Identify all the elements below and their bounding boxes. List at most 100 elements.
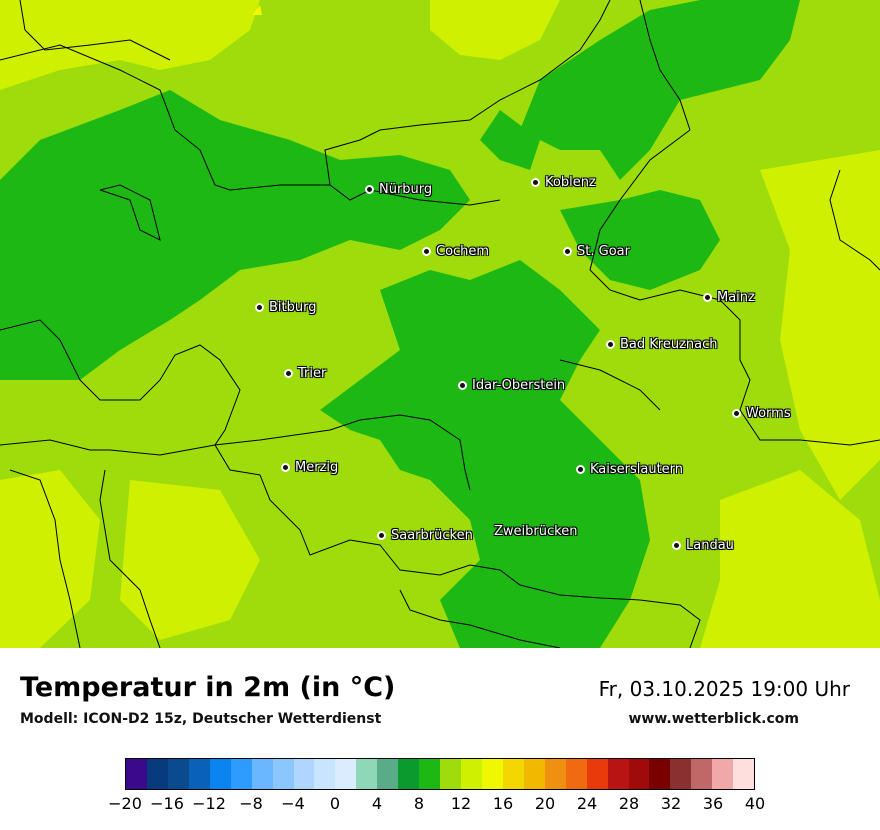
legend-swatch [335, 759, 357, 789]
city-saarbruecken: Saarbrücken [377, 528, 473, 543]
map-canvas [0, 0, 880, 648]
city-st-goar: St. Goar [563, 244, 630, 259]
city-label: Koblenz [545, 175, 596, 190]
website-link: www.wetterblick.com [628, 711, 800, 727]
city-label: Saarbrücken [391, 528, 473, 543]
legend-swatch [565, 759, 587, 789]
legend-swatch [167, 759, 189, 789]
yellow-green-zone [760, 150, 880, 500]
city-label: St. Goar [577, 244, 630, 259]
legend-tick-label: 32 [660, 794, 682, 813]
city-dot [732, 409, 741, 418]
yellow-green-zone [0, 470, 100, 648]
city-bitburg: Bitburg [255, 300, 317, 315]
city-zweibruecken: Zweibrücken [489, 524, 577, 539]
city-label: Worms [746, 406, 791, 421]
legend-tick-label: −8 [239, 794, 263, 813]
legend-swatch [607, 759, 629, 789]
legend-swatch [314, 759, 336, 789]
city-dot [606, 340, 615, 349]
city-dot [377, 531, 386, 540]
city-dot [458, 381, 467, 390]
legend-tick-label: 12 [450, 794, 472, 813]
legend-swatch [586, 759, 608, 789]
city-dot [576, 465, 585, 474]
marker-triangle [252, 5, 262, 15]
dark-green-zone [560, 190, 720, 290]
legend-tick-label: 0 [329, 794, 341, 813]
city-dot [422, 247, 431, 256]
legend-tick-label: 4 [371, 794, 383, 813]
city-bad-kreuznach: Bad Kreuznach [606, 337, 718, 352]
city-dot [281, 463, 290, 472]
legend-swatch [649, 759, 671, 789]
city-trier: Trier [284, 366, 326, 381]
legend-tick-label: 16 [492, 794, 514, 813]
legend-swatch [691, 759, 713, 789]
city-worms: Worms [732, 406, 791, 421]
legend-swatch [251, 759, 273, 789]
color-scale-ticks: −20 −16 −12 −8 −4 0 4 8 12 16 20 24 28 32 36 40 [108, 794, 765, 818]
city-label: Bitburg [269, 300, 317, 315]
legend-swatch [502, 759, 524, 789]
city-dot [672, 541, 681, 550]
city-dot [531, 178, 540, 187]
dark-green-zone [320, 260, 650, 648]
legend-swatch [126, 759, 147, 789]
city-dot [703, 293, 712, 302]
legend-swatch [356, 759, 378, 789]
city-label: Kaiserslautern [590, 462, 684, 477]
dark-green-zone [480, 110, 540, 170]
city-dot [563, 247, 572, 256]
city-label: Merzig [295, 460, 339, 475]
legend-swatch [440, 759, 461, 789]
city-dot [284, 369, 293, 378]
city-label: Mainz [717, 290, 755, 305]
city-koblenz: Koblenz [531, 175, 596, 190]
city-label: Landau [686, 538, 734, 553]
city-label: Bad Kreuznach [620, 337, 718, 352]
legend-tick-label: 24 [576, 794, 598, 813]
legend-swatch [146, 759, 168, 789]
yellow-green-zone [0, 0, 260, 90]
legend-swatch [293, 759, 315, 789]
model-info: Modell: ICON-D2 15z, Deutscher Wetterdie… [20, 711, 382, 727]
city-label: Cochem [436, 244, 490, 259]
city-label: Idar-Oberstein [472, 378, 566, 393]
city-mainz: Mainz [703, 290, 755, 305]
legend-tick-label: −4 [281, 794, 305, 813]
city-idar-oberstein: Idar-Oberstein [458, 378, 565, 393]
yellow-green-zone [120, 480, 260, 640]
legend-swatch [272, 759, 294, 789]
legend-tick-label: −12 [192, 794, 226, 813]
city-landau: Landau [672, 538, 734, 553]
boundary-lines [0, 0, 880, 648]
legend-swatch [419, 759, 441, 789]
city-merzig: Merzig [281, 460, 338, 475]
yellow-green-zone [430, 0, 560, 60]
map-title: Temperatur in 2m (in °C) [20, 672, 396, 703]
legend-tick-label: 28 [618, 794, 640, 813]
dark-green-zone [0, 90, 470, 380]
legend-tick-label: −20 [108, 794, 142, 813]
legend-swatch [544, 759, 566, 789]
legend-tick-label: 20 [534, 794, 556, 813]
color-scale-bar [125, 758, 755, 790]
legend-swatch [628, 759, 650, 789]
legend-tick-label: 36 [702, 794, 724, 813]
city-dot [365, 185, 374, 194]
legend-swatch [670, 759, 692, 789]
forecast-datetime: Fr, 03.10.2025 19:00 Uhr [598, 677, 850, 701]
legend-tick-label: 8 [413, 794, 425, 813]
legend-swatch [398, 759, 420, 789]
city-label: Trier [298, 366, 327, 381]
legend-swatch [230, 759, 252, 789]
city-nuerburg: Nürburg [365, 182, 432, 197]
legend-swatch [481, 759, 503, 789]
legend-tick-label: −16 [150, 794, 184, 813]
legend-swatch [523, 759, 545, 789]
legend-swatch [461, 759, 482, 789]
city-label: Nürburg [379, 182, 433, 197]
legend-swatch [712, 759, 734, 789]
temperature-map: Nürburg Koblenz Cochem St. Goar Mainz Bi… [0, 0, 880, 648]
